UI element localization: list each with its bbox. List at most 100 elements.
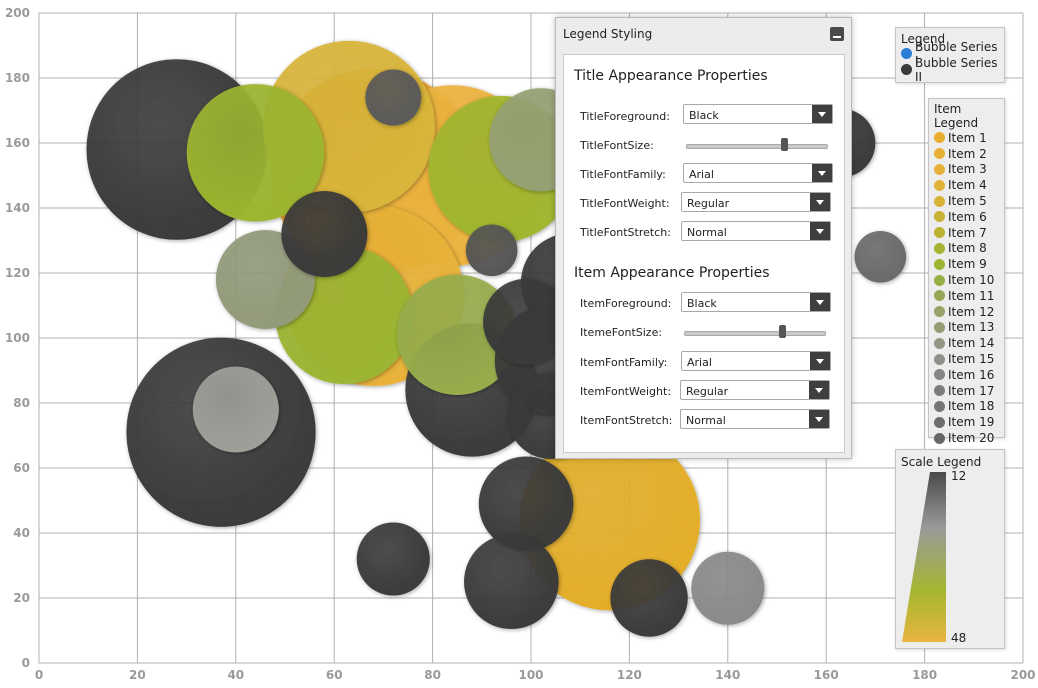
bubble-series-1-point[interactable] xyxy=(192,366,279,453)
window-title-bar[interactable]: Legend Styling xyxy=(556,18,851,48)
item-fontfamily-select[interactable]: Arial xyxy=(681,351,831,371)
chevron-down-icon[interactable] xyxy=(810,293,830,311)
y-tick-label: 140 xyxy=(5,201,30,215)
item-legend-item[interactable]: Item 16 xyxy=(929,367,1004,383)
item-legend-item[interactable]: Item 5 xyxy=(929,193,1004,209)
item-legend-item[interactable]: Item 7 xyxy=(929,225,1004,241)
item-foreground-select[interactable]: Black xyxy=(681,292,831,312)
y-tick-label: 60 xyxy=(13,461,30,475)
item-legend-label: Item 14 xyxy=(948,336,995,351)
item-legend-item[interactable]: Item 2 xyxy=(929,146,1004,162)
bubble-series-2-point[interactable] xyxy=(464,534,559,630)
item-fontstretch-label: ItemFontStretch: xyxy=(580,414,673,427)
bubble-series-1-point[interactable] xyxy=(691,551,765,625)
item-legend-label: Item 18 xyxy=(948,399,995,414)
item-legend-item[interactable]: Item 11 xyxy=(929,288,1004,304)
x-tick-label: 60 xyxy=(326,668,343,682)
bubble-series-2-point[interactable] xyxy=(478,456,574,552)
bubble-series-2-point[interactable] xyxy=(365,69,422,126)
item-legend-label: Item 15 xyxy=(948,352,995,367)
item-marker-icon xyxy=(934,432,945,444)
slider-thumb[interactable] xyxy=(778,325,786,338)
title-foreground-select[interactable]: Black xyxy=(683,104,833,124)
scale-max-label: 12 xyxy=(951,469,967,483)
styling-properties-panel: Title Appearance Properties TitleForegro… xyxy=(563,54,845,453)
item-marker-icon xyxy=(934,195,945,207)
item-legend-item[interactable]: Item 20 xyxy=(929,430,1004,446)
item-fontsize-slider[interactable] xyxy=(684,325,826,339)
x-tick-label: 20 xyxy=(129,668,146,682)
item-legend-item[interactable]: Item 12 xyxy=(929,304,1004,320)
x-tick-label: 160 xyxy=(814,668,839,682)
item-legend-item[interactable]: Item 15 xyxy=(929,351,1004,367)
window-title: Legend Styling xyxy=(563,27,653,41)
bubble-series-1-point[interactable] xyxy=(854,230,907,283)
chevron-down-icon[interactable] xyxy=(809,381,829,399)
item-legend-item[interactable]: Item 19 xyxy=(929,414,1004,430)
item-legend-item[interactable]: Item 4 xyxy=(929,177,1004,193)
chevron-down-icon[interactable] xyxy=(809,410,829,428)
x-tick-label: 180 xyxy=(912,668,937,682)
item-legend-item[interactable]: Item 6 xyxy=(929,209,1004,225)
item-fontfamily-label: ItemFontFamily: xyxy=(580,356,668,369)
chevron-down-icon[interactable] xyxy=(810,193,830,211)
item-legend-label: Item 9 xyxy=(948,257,987,272)
slider-track[interactable] xyxy=(686,144,828,149)
item-marker-icon xyxy=(934,227,945,239)
chevron-down-icon[interactable] xyxy=(812,105,832,123)
title-fontweight-label: TitleFontWeight: xyxy=(580,197,670,210)
x-tick-label: 40 xyxy=(227,668,244,682)
title-fontstretch-select[interactable]: Normal xyxy=(681,221,831,241)
y-tick-label: 0 xyxy=(22,656,30,670)
item-legend-label: Item 16 xyxy=(948,367,995,382)
item-fontweight-label: ItemFontWeight: xyxy=(580,385,672,398)
item-legend-item[interactable]: Item 13 xyxy=(929,320,1004,336)
x-tick-label: 140 xyxy=(715,668,740,682)
item-legend-item[interactable]: Item 8 xyxy=(929,241,1004,257)
item-legend-item[interactable]: Item 18 xyxy=(929,399,1004,415)
item-legend-item[interactable]: Item 17 xyxy=(929,383,1004,399)
item-legend-item[interactable]: Item 1 xyxy=(929,130,1004,146)
minimize-button[interactable] xyxy=(830,27,844,41)
item-marker-icon xyxy=(934,132,945,144)
series-legend-item[interactable]: Bubble Series II xyxy=(896,56,1004,84)
title-fontsize-slider[interactable] xyxy=(686,138,828,152)
chevron-down-icon[interactable] xyxy=(812,164,832,182)
series-legend-label: Bubble Series II xyxy=(915,55,998,84)
item-legend-label: Item 19 xyxy=(948,415,995,430)
bubble-series-2-point[interactable] xyxy=(281,191,368,277)
y-tick-label: 80 xyxy=(13,396,30,410)
item-marker-icon xyxy=(934,353,945,365)
title-fontfamily-label: TitleFontFamily: xyxy=(580,168,666,181)
item-legend-item[interactable]: Item 3 xyxy=(929,162,1004,178)
series-legend-item[interactable]: Bubble Series I xyxy=(896,40,1004,68)
item-marker-icon xyxy=(934,400,945,412)
axis-tick-labels: 0 20 40 60 80 100 120 140 160 180 200 0 20 40 60 80 100 1… xyxy=(5,6,1036,682)
item-legend-item[interactable]: Item 10 xyxy=(929,272,1004,288)
y-tick-label: 120 xyxy=(5,266,30,280)
title-fontweight-select[interactable]: Regular xyxy=(681,192,831,212)
item-legend-title: Item Legend xyxy=(934,102,979,130)
series-legend: Legend Bubble Series I Bubble Series II xyxy=(895,27,1005,84)
x-tick-label: 0 xyxy=(35,668,43,682)
slider-thumb[interactable] xyxy=(780,138,788,151)
item-fontstretch-select[interactable]: Normal xyxy=(680,409,830,429)
item-marker-icon xyxy=(934,148,945,160)
item-marker-icon xyxy=(934,258,945,270)
series-legend-label: Bubble Series I xyxy=(915,39,998,68)
bubble-series-2-point[interactable] xyxy=(356,522,430,596)
title-fontfamily-select[interactable]: Arial xyxy=(683,163,833,183)
chevron-down-icon[interactable] xyxy=(810,222,830,240)
bubble-series-2-point[interactable] xyxy=(465,224,518,277)
scale-legend: Scale Legend 12 48 xyxy=(895,449,1005,649)
item-legend-item[interactable]: Item 9 xyxy=(929,256,1004,272)
item-legend-item[interactable]: Item 14 xyxy=(929,335,1004,351)
chevron-down-icon[interactable] xyxy=(810,352,830,370)
bubble-series-1-point[interactable] xyxy=(186,83,325,222)
bubble-series-2-point[interactable] xyxy=(610,559,688,637)
item-fontweight-select[interactable]: Regular xyxy=(680,380,830,400)
y-tick-label: 40 xyxy=(13,526,30,540)
slider-track[interactable] xyxy=(684,331,826,336)
bubble-series-2-point[interactable] xyxy=(483,278,570,365)
